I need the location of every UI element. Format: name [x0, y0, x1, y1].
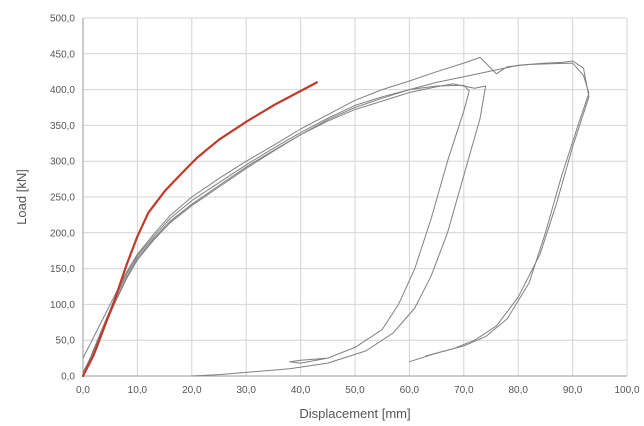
x-tick-label: 20,0 [182, 385, 202, 396]
x-tick-label: 70,0 [454, 385, 474, 396]
y-tick-labels: 0,0 50,0 100,0 150,0 200,0 250,0 300,0 350,0 400… [50, 14, 75, 383]
y-tick-label: 50,0 [56, 336, 76, 347]
y-tick-label: 300,0 [50, 157, 75, 168]
x-tick-label: 40,0 [291, 385, 311, 396]
x-tick-label: 100,0 [614, 385, 639, 396]
series-line-2 [82, 84, 470, 377]
x-tick-labels: 0,0 10,0 20,0 30,0 40,0 50,0 60,0 70,0 80,0 90,0 1… [76, 385, 640, 396]
x-tick-label: 90,0 [563, 385, 583, 396]
y-tick-label: 500,0 [50, 14, 75, 25]
y-tick-label: 250,0 [50, 193, 75, 204]
y-tick-label: 0,0 [61, 372, 75, 383]
y-tick-label: 200,0 [50, 228, 75, 239]
series-line-4 [82, 56, 590, 363]
y-tick-label: 400,0 [50, 85, 75, 96]
y-axis-label: Load [kN] [14, 169, 29, 225]
x-tick-label: 10,0 [128, 385, 148, 396]
x-tick-label: 30,0 [236, 385, 256, 396]
grid-layer [82, 17, 628, 377]
x-tick-label: 80,0 [508, 385, 528, 396]
x-axis-label: Displacement [mm] [299, 406, 410, 421]
series-line-3 [82, 83, 487, 377]
series-line-5 [82, 60, 590, 373]
x-tick-label: 0,0 [76, 385, 90, 396]
x-tick-label: 50,0 [345, 385, 365, 396]
y-tick-label: 350,0 [50, 121, 75, 132]
y-tick-label: 450,0 [50, 49, 75, 60]
series-line-1 [81, 81, 318, 378]
x-tick-label: 60,0 [400, 385, 420, 396]
series-layer [81, 56, 590, 378]
y-tick-label: 150,0 [50, 264, 75, 275]
y-tick-label: 100,0 [50, 300, 75, 311]
